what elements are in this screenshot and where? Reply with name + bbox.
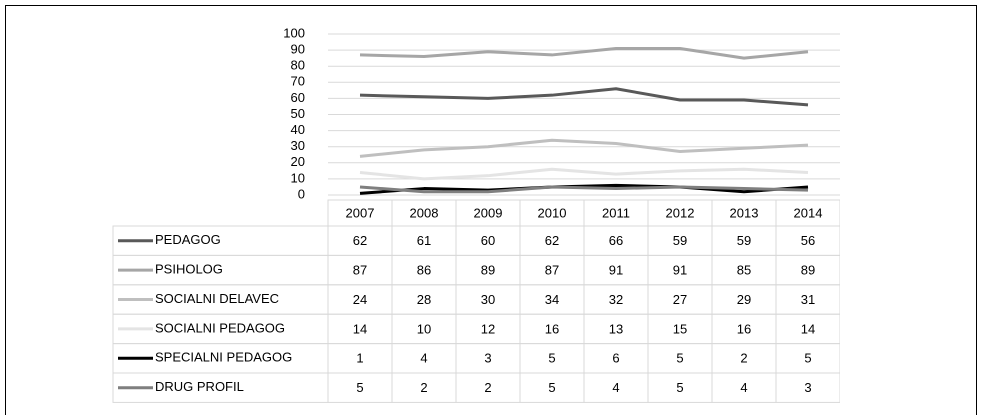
table-value: 59	[673, 233, 687, 248]
table-value: 91	[673, 263, 687, 278]
table-value: 91	[609, 263, 623, 278]
y-tick-label: 100	[283, 25, 305, 40]
table-value: 5	[548, 380, 555, 395]
chart-frame	[5, 5, 977, 415]
table-value: 3	[484, 351, 491, 366]
y-tick-label: 80	[291, 58, 305, 73]
table-value: 24	[353, 292, 367, 307]
legend-label: PEDAGOG	[155, 232, 221, 247]
table-value: 86	[417, 263, 431, 278]
y-tick-label: 90	[291, 42, 305, 57]
table-value: 27	[673, 292, 687, 307]
table-value: 1	[356, 351, 363, 366]
table-value: 12	[481, 321, 495, 336]
table-value: 5	[804, 351, 811, 366]
table-value: 4	[420, 351, 427, 366]
table-value: 2	[484, 380, 491, 395]
table-value: 87	[545, 263, 559, 278]
table-value: 56	[801, 233, 815, 248]
table-value: 89	[801, 263, 815, 278]
table-value: 5	[356, 380, 363, 395]
y-tick-label: 30	[291, 138, 305, 153]
table-value: 14	[353, 321, 367, 336]
table-value: 5	[676, 380, 683, 395]
table-value: 34	[545, 292, 559, 307]
y-tick-label: 10	[291, 170, 305, 185]
x-tick-label: 2007	[346, 205, 375, 220]
x-tick-label: 2010	[538, 205, 567, 220]
table-value: 61	[417, 233, 431, 248]
table-value: 3	[804, 380, 811, 395]
table-value: 16	[545, 321, 559, 336]
legend-label: DRUG PROFIL	[155, 379, 244, 394]
y-tick-label: 70	[291, 74, 305, 89]
x-tick-label: 2011	[602, 205, 630, 220]
series-line	[359, 87, 809, 107]
table-value: 15	[673, 321, 687, 336]
series-line	[359, 46, 809, 60]
legend-label: SOCIALNI DELAVEC	[155, 291, 279, 306]
x-tick-label: 2013	[730, 205, 759, 220]
table-value: 62	[545, 233, 559, 248]
y-tick-label: 40	[291, 122, 305, 137]
table-value: 6	[612, 351, 619, 366]
series-line	[359, 185, 809, 194]
series-line	[359, 138, 809, 158]
table-value: 31	[801, 292, 815, 307]
table-value: 4	[740, 380, 747, 395]
legend-label: PSIHOLOG	[155, 262, 223, 277]
x-tick-label: 2009	[474, 205, 503, 220]
table-value: 4	[612, 380, 619, 395]
table-cell	[775, 372, 840, 403]
table-value: 2	[740, 351, 747, 366]
series-line	[359, 167, 809, 181]
table-value: 2	[420, 380, 427, 395]
table-value: 28	[417, 292, 431, 307]
table-value: 14	[801, 321, 815, 336]
table-value: 87	[353, 263, 367, 278]
table-value: 60	[481, 233, 495, 248]
y-tick-label: 0	[298, 186, 305, 201]
legend-label: SPECIALNI PEDAGOG	[155, 350, 292, 365]
table-value: 29	[737, 292, 751, 307]
table-value: 5	[676, 351, 683, 366]
x-tick-label: 2008	[410, 205, 439, 220]
series-line	[359, 183, 809, 195]
table-value: 13	[609, 321, 623, 336]
table-value: 30	[481, 292, 495, 307]
y-tick-label: 60	[291, 90, 305, 105]
legend-label: SOCIALNI PEDAGOG	[155, 320, 285, 335]
table-value: 5	[548, 351, 555, 366]
table-value: 59	[737, 233, 751, 248]
y-tick-label: 50	[291, 106, 305, 121]
table-value: 10	[417, 321, 431, 336]
table-value: 85	[737, 263, 751, 278]
table-value: 89	[481, 263, 495, 278]
table-value: 32	[609, 292, 623, 307]
table-value: 16	[737, 321, 751, 336]
table-value: 66	[609, 233, 623, 248]
table-value: 62	[353, 233, 367, 248]
x-tick-label: 2012	[666, 205, 695, 220]
x-tick-label: 2014	[794, 205, 823, 220]
y-tick-label: 20	[291, 154, 305, 169]
